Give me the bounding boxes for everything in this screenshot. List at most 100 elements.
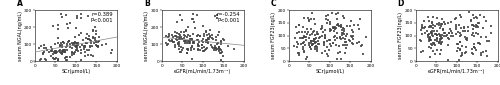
Point (73, 49, 81, 50)
Point (306, 43, 314, 44)
Point (171, 36, 179, 37)
Point (230, 48, 238, 49)
Point (204, 38, 212, 40)
Point (192, 36, 200, 37)
Point (74, 42, 82, 43)
Point (354, 28, 362, 30)
Point (176, 34, 184, 36)
Point (310, 19, 318, 20)
Point (54, 60, 62, 61)
Point (177, 52, 185, 53)
Point (333, 58, 341, 59)
Point (432, 38, 440, 40)
Point (433, 30, 441, 31)
Point (336, 38, 344, 39)
Point (428, 22, 436, 23)
Point (441, 23, 449, 25)
Point (218, 52, 226, 54)
Point (298, 31, 306, 32)
Point (312, 45, 320, 47)
Point (37, 59, 45, 60)
Point (82, 37, 90, 38)
Point (485, 41, 493, 42)
Point (68, 42, 76, 44)
Text: r=-0.254
P<0.001: r=-0.254 P<0.001 (217, 12, 240, 23)
Point (470, 25, 478, 27)
Point (203, 40, 211, 41)
Point (202, 41, 210, 42)
Point (108, 50, 116, 51)
Point (318, 36, 326, 37)
Point (322, 35, 330, 36)
Point (208, 38, 216, 40)
Point (346, 40, 354, 41)
Point (91, 27, 99, 28)
Point (98, 45, 106, 46)
Point (39, 52, 47, 53)
Point (180, 40, 188, 41)
Point (174, 44, 182, 45)
Point (291, 38, 299, 39)
Point (188, 39, 196, 40)
Point (196, 35, 204, 36)
Point (428, 32, 436, 33)
Point (452, 24, 460, 26)
Point (322, 40, 330, 41)
Point (307, 28, 315, 29)
Point (470, 47, 478, 48)
Point (458, 34, 466, 35)
Point (476, 14, 484, 16)
Point (64, 56, 72, 58)
Point (166, 34, 173, 35)
Point (464, 39, 471, 40)
Point (76, 34, 84, 36)
Point (437, 49, 445, 50)
Y-axis label: serum FGF23(ng/L): serum FGF23(ng/L) (398, 12, 403, 59)
Point (332, 44, 340, 45)
Point (329, 26, 337, 28)
Point (452, 29, 460, 30)
Point (484, 55, 492, 57)
Point (184, 36, 192, 38)
Point (304, 31, 312, 32)
Point (47, 50, 55, 52)
Point (86, 42, 94, 44)
Point (220, 40, 228, 41)
Point (342, 41, 349, 42)
Point (466, 20, 474, 21)
Point (311, 38, 319, 40)
Point (181, 43, 189, 44)
Point (330, 27, 338, 28)
Point (458, 30, 466, 31)
Point (200, 35, 207, 37)
Point (52, 50, 60, 51)
Point (444, 44, 452, 45)
Point (172, 38, 180, 40)
Point (299, 48, 307, 49)
Point (196, 35, 203, 37)
Point (62, 56, 70, 57)
Point (444, 59, 452, 61)
Point (58, 42, 66, 44)
Point (162, 44, 170, 45)
Point (304, 29, 312, 30)
Point (88, 37, 96, 39)
Point (298, 37, 306, 38)
Point (305, 20, 313, 21)
Point (58, 53, 66, 54)
Point (59, 52, 67, 53)
Point (460, 27, 468, 28)
Point (475, 42, 483, 44)
Point (305, 20, 313, 21)
Point (56, 50, 64, 51)
Point (52, 52, 60, 53)
Point (60, 42, 68, 44)
Point (213, 49, 221, 50)
Point (66, 22, 74, 24)
Point (190, 49, 198, 50)
Point (84, 38, 92, 40)
Point (356, 41, 364, 43)
Point (168, 35, 176, 36)
Point (66, 40, 74, 41)
Point (424, 36, 432, 37)
